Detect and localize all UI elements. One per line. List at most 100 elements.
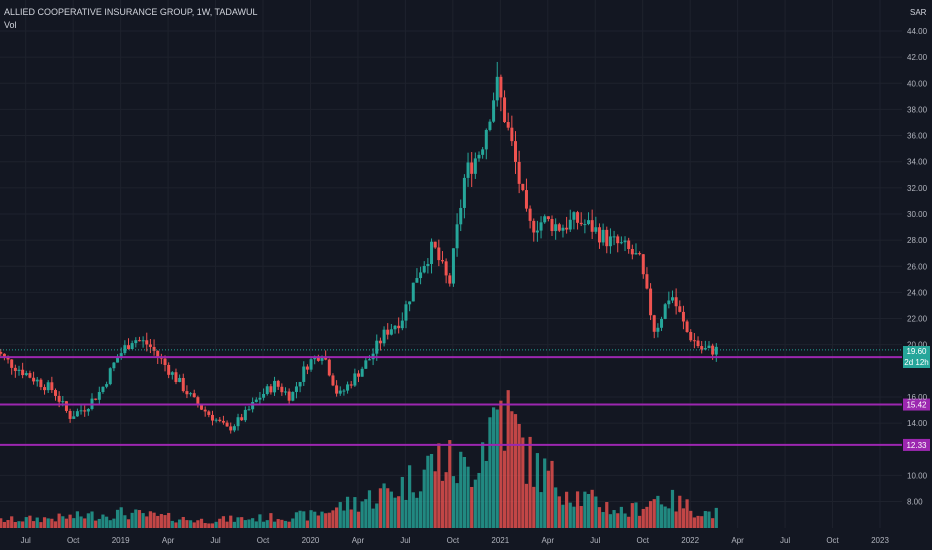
volume-bar — [502, 450, 507, 528]
volume-bar — [232, 521, 236, 528]
volume-bar — [700, 516, 704, 528]
candle-body — [68, 410, 72, 419]
volume-bar — [597, 507, 602, 528]
volume-bar — [272, 521, 277, 528]
candle-body — [539, 222, 543, 231]
volume-bar — [565, 491, 569, 528]
candle-body — [35, 379, 39, 382]
volume-bar — [53, 521, 58, 528]
candle-body — [221, 420, 225, 423]
volume-bar — [280, 519, 284, 528]
candle-body — [43, 387, 47, 391]
volume-bar — [495, 409, 499, 528]
candle-body — [404, 304, 408, 321]
candle-body — [309, 359, 313, 370]
candle-body — [532, 220, 536, 233]
volume-bar — [335, 507, 339, 528]
volume-bar — [466, 466, 470, 528]
volume-bar — [283, 520, 288, 528]
candle-body — [360, 368, 364, 377]
candle-body — [703, 348, 707, 350]
x-axis-label: Apr — [542, 536, 555, 545]
x-axis-label: Jul — [21, 536, 31, 545]
volume-bar — [594, 496, 598, 528]
candle-body — [499, 76, 503, 98]
volume-bar — [243, 520, 247, 528]
volume-bar — [674, 511, 678, 528]
volume-bar — [484, 460, 488, 528]
candle-body — [240, 417, 244, 421]
y-axis-label: 10.00 — [907, 471, 928, 480]
candle-body — [346, 384, 350, 391]
candle-body — [678, 306, 682, 312]
candle-body — [229, 426, 233, 431]
candle-body — [572, 212, 576, 220]
volume-bar — [50, 518, 54, 528]
candle-body — [451, 248, 455, 284]
candle-body — [189, 393, 193, 395]
candle-body — [273, 380, 277, 393]
candle-body — [692, 340, 696, 342]
candle-body — [316, 356, 320, 361]
candle-body — [415, 278, 419, 283]
volume-bar — [557, 496, 561, 528]
candle-body — [324, 357, 328, 360]
candle-body — [305, 366, 309, 370]
volume-bar — [181, 516, 185, 528]
volume-bar — [455, 483, 459, 528]
volume-bar — [678, 495, 682, 528]
volume-bar — [17, 521, 21, 528]
candle-body — [247, 409, 251, 411]
volume-bar — [546, 470, 550, 528]
volume-bar — [590, 489, 594, 528]
candle-body — [634, 253, 638, 255]
volume-bar — [13, 521, 17, 528]
candle-body — [137, 340, 141, 342]
volume-bar — [437, 443, 441, 528]
candle-body — [389, 329, 393, 335]
candle-body — [426, 263, 430, 267]
volume-bar — [353, 497, 357, 528]
candle-body — [327, 359, 331, 376]
candle-body — [514, 141, 518, 162]
candle-body — [492, 100, 496, 122]
candle-body — [670, 297, 674, 301]
volume-bar — [561, 504, 565, 528]
y-axis-label: 14.00 — [907, 419, 928, 428]
volume-bar — [378, 488, 383, 528]
candle-body — [674, 297, 678, 307]
volume-bar — [714, 507, 718, 528]
candle-body — [214, 419, 218, 421]
candle-body — [200, 405, 204, 410]
candle-body — [378, 340, 382, 344]
candle-body — [258, 397, 262, 400]
volume-bar — [524, 483, 529, 528]
last-price-badge: 19.60 2d 12h — [903, 346, 930, 368]
candle-body — [561, 227, 565, 231]
candle-body — [685, 321, 689, 332]
volume-bar — [415, 497, 419, 528]
candle-body — [382, 329, 386, 344]
volume-bar — [393, 497, 397, 528]
candle-body — [590, 220, 594, 232]
volume-bar — [265, 520, 269, 528]
volume-bar — [218, 518, 222, 528]
volume-bar — [681, 508, 686, 528]
candle-body — [287, 391, 291, 401]
candle-body — [714, 346, 718, 355]
volume-bar — [170, 520, 174, 528]
volume-bar — [291, 518, 295, 528]
candle-body — [411, 282, 415, 302]
candle-body — [576, 212, 580, 223]
candle-body — [83, 410, 87, 412]
x-axis-label: Oct — [67, 536, 80, 545]
volume-bar — [619, 506, 623, 528]
candle-body — [587, 220, 591, 225]
volume-bar — [145, 516, 149, 528]
volume-bar — [543, 458, 547, 528]
candle-body — [2, 353, 6, 357]
volume-bar — [641, 508, 645, 528]
candle-body — [21, 369, 25, 376]
volume-bar — [254, 521, 258, 528]
